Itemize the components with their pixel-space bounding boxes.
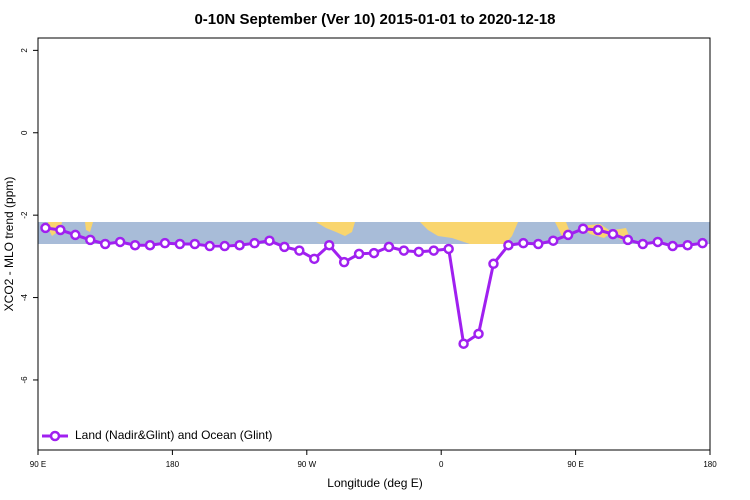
point	[458, 338, 469, 349]
point	[144, 239, 156, 251]
point	[99, 238, 111, 250]
point	[55, 224, 66, 236]
point	[294, 245, 305, 256]
point	[697, 237, 708, 249]
point	[309, 253, 320, 265]
point	[279, 241, 290, 253]
point	[114, 236, 126, 248]
point	[353, 248, 365, 260]
x-tick-label: 180	[166, 460, 180, 469]
legend-marker	[49, 430, 61, 442]
point	[129, 239, 141, 251]
point	[533, 238, 544, 250]
point	[85, 234, 96, 246]
point	[323, 239, 335, 251]
point	[652, 236, 663, 248]
point	[338, 256, 350, 268]
point	[174, 238, 186, 250]
y-tick-label: -2	[20, 211, 29, 219]
point	[562, 229, 574, 241]
point	[428, 245, 439, 256]
point	[40, 222, 51, 234]
chart-title: 0-10N September (Ver 10) 2015-01-01 to 2…	[194, 11, 555, 28]
point	[577, 223, 589, 235]
x-tick-label: 0	[439, 460, 444, 469]
y-tick-label: 2	[20, 48, 29, 53]
point	[204, 240, 215, 252]
map-strip	[38, 222, 710, 244]
point	[234, 239, 245, 251]
point	[488, 258, 499, 270]
y-tick-label: -6	[20, 376, 29, 384]
point	[443, 243, 454, 255]
x-axis-label: Longitude (deg E)	[327, 476, 422, 490]
x-tick-label: 90 W	[297, 460, 316, 469]
y-axis-label: XCO2 - MLO trend (ppm)	[2, 177, 16, 312]
point	[368, 247, 380, 259]
point	[592, 224, 604, 236]
x-tick-label: 90 E	[30, 460, 46, 469]
x-tick-label: 90 E	[567, 460, 583, 469]
point	[682, 239, 693, 251]
point	[637, 238, 649, 250]
point	[503, 239, 514, 251]
series-line	[45, 226, 703, 347]
x-tick-label: 180	[703, 460, 717, 469]
plot-frame	[37, 37, 711, 451]
y-tick-label: -4	[20, 293, 29, 301]
point	[159, 237, 171, 249]
point	[413, 246, 425, 258]
point	[219, 240, 230, 252]
point	[607, 228, 619, 240]
point	[264, 235, 275, 246]
point	[189, 238, 201, 250]
point	[518, 237, 529, 249]
point	[70, 229, 81, 241]
point	[667, 240, 678, 252]
y-tick-label: 0	[20, 130, 29, 135]
point	[473, 328, 484, 340]
point	[383, 241, 395, 253]
point	[622, 234, 634, 246]
legend-label: Land (Nadir&Glint) and Ocean (Glint)	[75, 428, 272, 442]
point	[249, 237, 260, 249]
point	[547, 235, 559, 246]
point	[398, 245, 410, 256]
